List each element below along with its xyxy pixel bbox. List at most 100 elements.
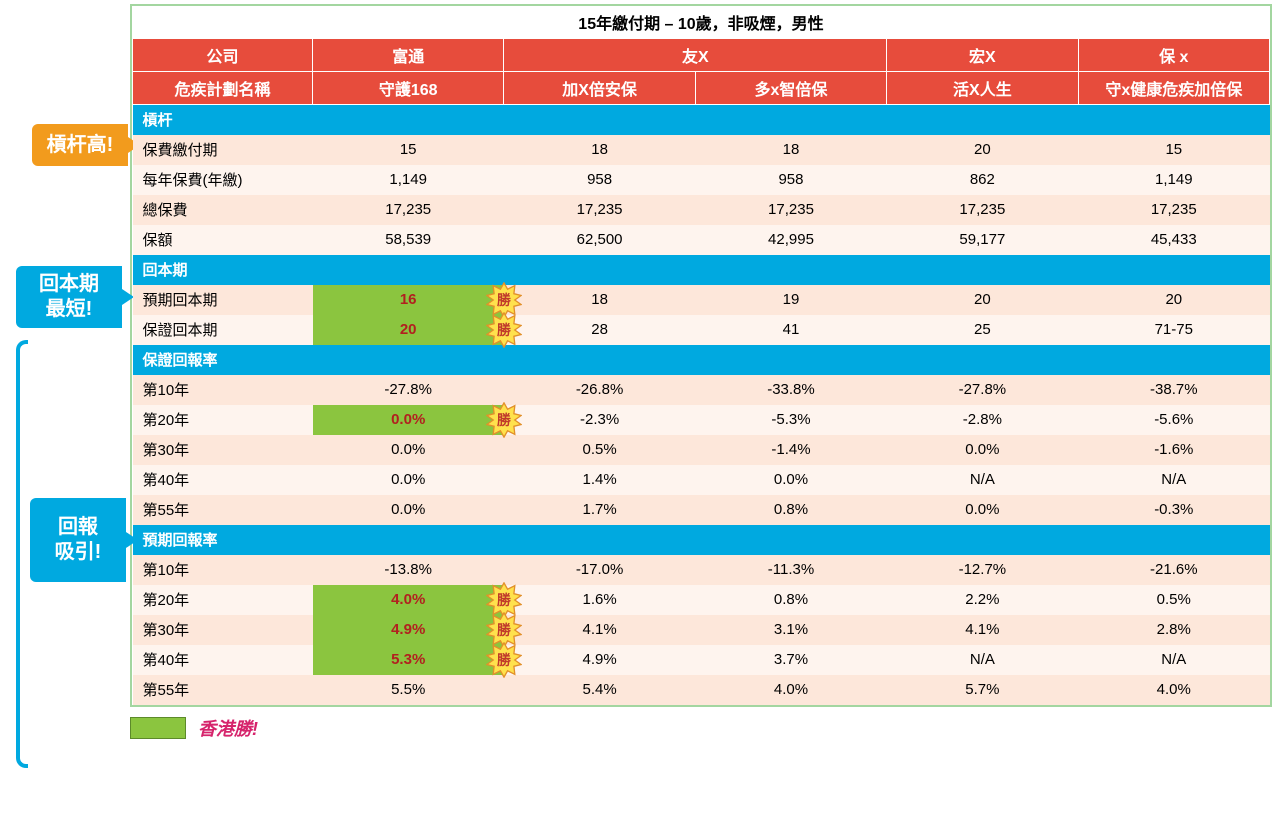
row-label: 第55年 <box>133 495 313 525</box>
hdr-plan: 守護168 <box>313 72 504 105</box>
data-cell: -1.4% <box>695 435 886 465</box>
data-cell: 1.7% <box>504 495 695 525</box>
data-cell: -26.8% <box>504 375 695 405</box>
data-cell: 0.0% <box>313 495 504 525</box>
data-cell: 5.5% <box>313 675 504 705</box>
data-cell: -27.8% <box>313 375 504 405</box>
data-cell: N/A <box>887 465 1078 495</box>
row-label: 每年保費(年繳) <box>133 165 313 195</box>
section-header: 槓杆 <box>133 105 1270 135</box>
win-badge-icon: 勝 <box>486 402 522 438</box>
data-cell: 1.6% <box>504 585 695 615</box>
legend-swatch <box>130 717 186 739</box>
hdr-company: 宏X <box>887 39 1078 72</box>
data-cell: 71-75 <box>1078 315 1269 345</box>
hdr-company: 友X <box>504 39 887 72</box>
row-label: 第10年 <box>133 375 313 405</box>
data-cell: 4.0% <box>695 675 886 705</box>
callout-bracket <box>16 340 28 768</box>
data-cell: 17,235 <box>313 195 504 225</box>
data-cell: -0.3% <box>1078 495 1269 525</box>
row-label: 第30年 <box>133 435 313 465</box>
data-cell: 2.2% <box>887 585 1078 615</box>
section-header: 回本期 <box>133 255 1270 285</box>
data-cell: 0.0% <box>887 495 1078 525</box>
data-cell: -13.8% <box>313 555 504 585</box>
data-cell: 15 <box>1078 135 1269 165</box>
legend: 香港勝! <box>130 715 1272 741</box>
data-cell: 958 <box>695 165 886 195</box>
data-cell: -38.7% <box>1078 375 1269 405</box>
data-cell: 18 <box>504 135 695 165</box>
data-cell: 4.9% <box>504 645 695 675</box>
data-cell: 17,235 <box>504 195 695 225</box>
data-cell: 19 <box>695 285 886 315</box>
win-badge-icon: 勝 <box>486 642 522 678</box>
data-cell: 20勝 <box>313 315 504 345</box>
data-cell: 20 <box>887 135 1078 165</box>
row-label: 保額 <box>133 225 313 255</box>
data-cell: 0.0%勝 <box>313 405 504 435</box>
row-label: 第40年 <box>133 645 313 675</box>
data-cell: 41 <box>695 315 886 345</box>
row-label: 總保費 <box>133 195 313 225</box>
data-cell: N/A <box>887 645 1078 675</box>
callout-payback: 回本期最短! <box>16 266 122 328</box>
data-cell: 0.0% <box>887 435 1078 465</box>
row-label: 第20年 <box>133 585 313 615</box>
win-badge-icon: 勝 <box>486 312 522 348</box>
data-cell: 4.1% <box>887 615 1078 645</box>
data-cell: 1,149 <box>313 165 504 195</box>
data-cell: 2.8% <box>1078 615 1269 645</box>
hdr-plan: 活X人生 <box>887 72 1078 105</box>
data-cell: 17,235 <box>1078 195 1269 225</box>
data-cell: 0.5% <box>504 435 695 465</box>
data-cell: 0.8% <box>695 585 886 615</box>
data-cell: -33.8% <box>695 375 886 405</box>
data-cell: 0.5% <box>1078 585 1269 615</box>
data-cell: 3.1% <box>695 615 886 645</box>
callout-returns: 回報吸引! <box>30 498 126 582</box>
data-cell: 28 <box>504 315 695 345</box>
row-label: 第55年 <box>133 675 313 705</box>
data-cell: 3.7% <box>695 645 886 675</box>
comparison-table: 15年繳付期 – 10歲，非吸煙，男性公司富通友X宏X保 x危疾計劃名稱守護16… <box>132 6 1270 705</box>
data-cell: 4.1% <box>504 615 695 645</box>
data-cell: N/A <box>1078 465 1269 495</box>
data-cell: 0.0% <box>313 465 504 495</box>
legend-label: 香港勝! <box>198 715 258 741</box>
data-cell: 5.3%勝 <box>313 645 504 675</box>
data-cell: 18 <box>504 285 695 315</box>
data-cell: -21.6% <box>1078 555 1269 585</box>
data-cell: 16勝 <box>313 285 504 315</box>
data-cell: 59,177 <box>887 225 1078 255</box>
section-header: 保證回報率 <box>133 345 1270 375</box>
table-title: 15年繳付期 – 10歲，非吸煙，男性 <box>133 6 1270 39</box>
data-cell: 1.4% <box>504 465 695 495</box>
data-cell: N/A <box>1078 645 1269 675</box>
comparison-table-container: 15年繳付期 – 10歲，非吸煙，男性公司富通友X宏X保 x危疾計劃名稱守護16… <box>130 4 1272 707</box>
hdr-plan-label: 危疾計劃名稱 <box>133 72 313 105</box>
row-label: 第20年 <box>133 405 313 435</box>
row-label: 預期回本期 <box>133 285 313 315</box>
data-cell: 0.8% <box>695 495 886 525</box>
data-cell: 5.7% <box>887 675 1078 705</box>
data-cell: 18 <box>695 135 886 165</box>
data-cell: 4.0% <box>1078 675 1269 705</box>
hdr-company: 富通 <box>313 39 504 72</box>
data-cell: -5.3% <box>695 405 886 435</box>
callout-leverage: 槓杆高! <box>32 124 128 166</box>
row-label: 第30年 <box>133 615 313 645</box>
data-cell: 42,995 <box>695 225 886 255</box>
data-cell: -5.6% <box>1078 405 1269 435</box>
data-cell: -27.8% <box>887 375 1078 405</box>
data-cell: 0.0% <box>313 435 504 465</box>
data-cell: -12.7% <box>887 555 1078 585</box>
data-cell: -1.6% <box>1078 435 1269 465</box>
hdr-company: 保 x <box>1078 39 1269 72</box>
data-cell: -2.8% <box>887 405 1078 435</box>
data-cell: 15 <box>313 135 504 165</box>
section-header: 預期回報率 <box>133 525 1270 555</box>
data-cell: 4.9%勝 <box>313 615 504 645</box>
data-cell: -11.3% <box>695 555 886 585</box>
